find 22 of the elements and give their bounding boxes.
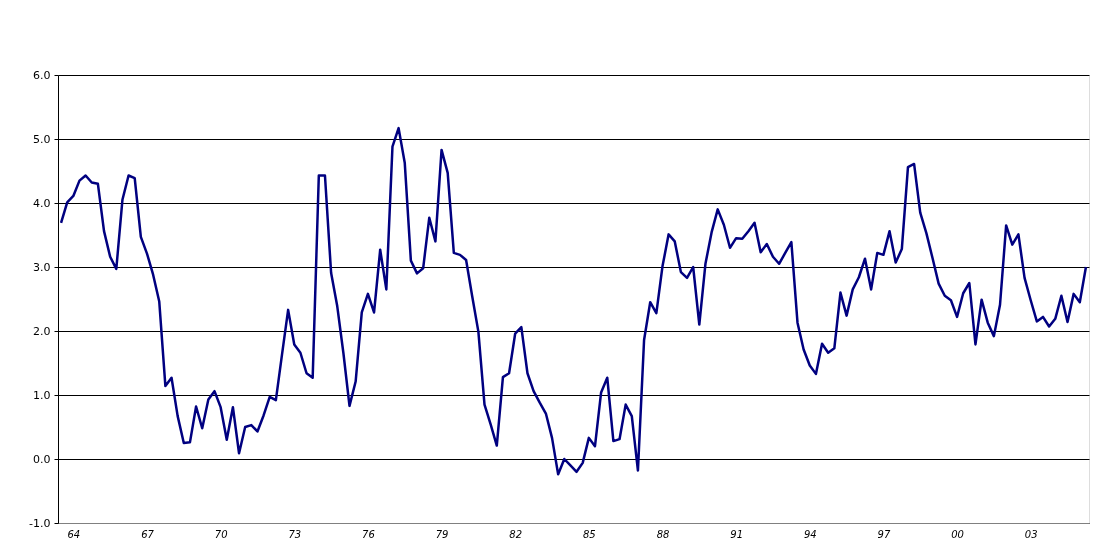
y-tick-label: 0.0 — [33, 452, 51, 466]
x-tick-label: 94 — [803, 528, 817, 540]
x-tick-label: 73 — [288, 528, 302, 540]
x-tick-label: 76 — [362, 528, 375, 540]
y-tick-label: 1.0 — [33, 388, 51, 402]
y-tick-label: 3.0 — [33, 260, 51, 274]
x-tick-label: 03 — [1024, 528, 1038, 540]
x-tick-label: 64 — [67, 528, 81, 540]
x-tick-label: 70 — [214, 528, 228, 540]
x-tick-label: 97 — [877, 528, 891, 540]
y-tick-label: 5.0 — [33, 132, 51, 146]
y-tick-label: 6.0 — [33, 68, 51, 82]
x-tick-label: 79 — [435, 528, 449, 540]
x-tick-label: 88 — [656, 528, 670, 540]
y-tick-label: 4.0 — [33, 196, 51, 210]
x-tick-label: 67 — [141, 528, 155, 540]
y-tick-label: -1.0 — [29, 516, 51, 530]
x-tick-label: 00 — [951, 528, 964, 540]
y-tick-label: 2.0 — [33, 324, 51, 338]
x-tick-label: 82 — [509, 528, 523, 540]
x-tick-label: 91 — [730, 528, 743, 540]
x-tick-label: 85 — [582, 528, 596, 540]
